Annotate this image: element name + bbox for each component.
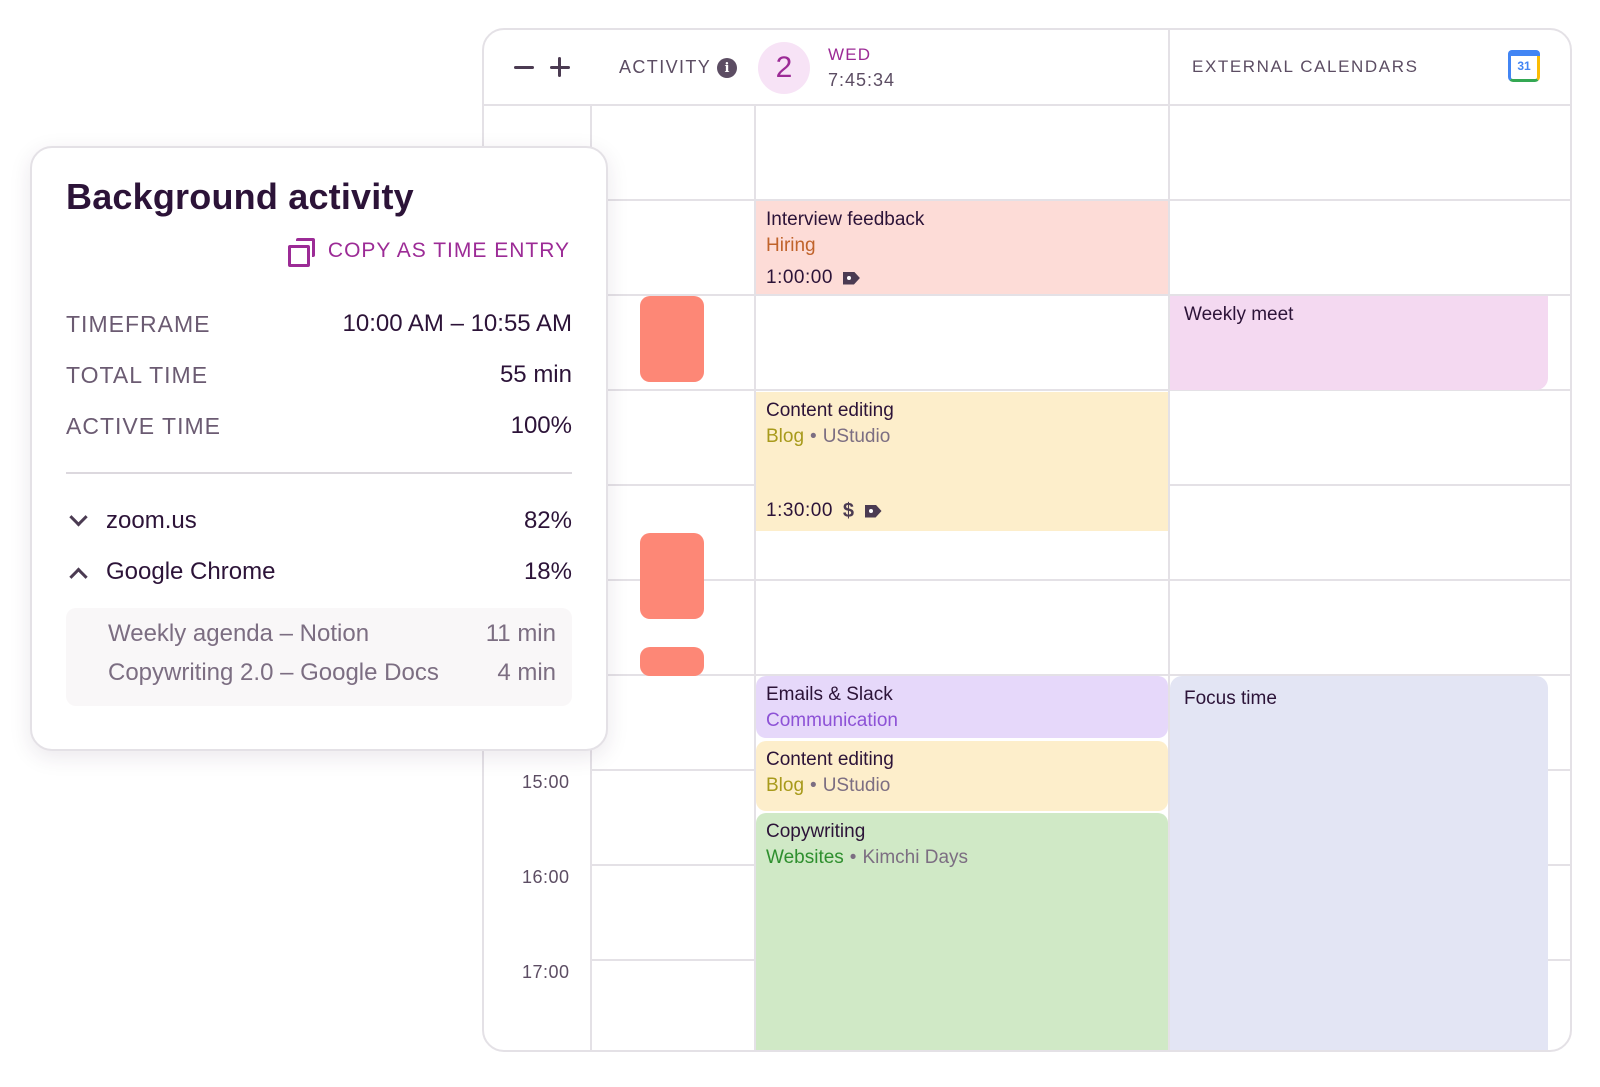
app-row-left: Google Chrome bbox=[66, 558, 275, 586]
time-label: 15:00 bbox=[522, 772, 570, 792]
activity-block[interactable] bbox=[640, 647, 704, 676]
info-icon[interactable]: i bbox=[717, 58, 737, 78]
hour-line bbox=[590, 199, 1570, 201]
entry-project: Communication bbox=[766, 710, 898, 731]
dollar-icon: $ bbox=[842, 500, 855, 522]
hour-line bbox=[590, 294, 1570, 296]
time-entry-copywriting[interactable]: Copywriting Websites • Kimchi Days bbox=[756, 813, 1168, 1050]
app-percent: 18% bbox=[523, 558, 572, 585]
tag-icon bbox=[842, 271, 860, 285]
activity-block[interactable] bbox=[640, 296, 704, 382]
chevron-down-icon[interactable] bbox=[66, 511, 90, 531]
time-entry-content-editing[interactable]: Content editing Blog • UStudio bbox=[756, 741, 1168, 811]
chrome-item-title: Weekly agenda – Notion bbox=[108, 620, 370, 647]
time-label: 17:00 bbox=[522, 962, 570, 982]
time-entry-interview-feedback[interactable]: Interview feedback Hiring 1:00:00 bbox=[756, 201, 1168, 294]
entry-title: Copywriting bbox=[766, 821, 866, 842]
external-event-title: Focus time bbox=[1184, 688, 1277, 709]
hour-line bbox=[590, 674, 1570, 676]
activity-block[interactable] bbox=[640, 533, 704, 619]
stat-label: TIMEFRAME bbox=[66, 310, 211, 337]
day-number-badge[interactable]: 2 bbox=[758, 42, 810, 94]
app-name: zoom.us bbox=[106, 507, 197, 534]
external-event-title: Weekly meet bbox=[1184, 304, 1294, 325]
background-activity-card: Background activity COPY AS TIME ENTRY T… bbox=[30, 146, 608, 751]
entries-column-divider bbox=[1168, 106, 1170, 1050]
day-name: WED bbox=[828, 45, 872, 64]
calendar-header: ACTIVITY i 2 WED 7:45:34 EXTERNAL CALEND… bbox=[484, 30, 1570, 106]
entry-title: Content editing bbox=[766, 749, 894, 770]
tag-icon bbox=[864, 504, 882, 518]
entry-project-line: Websites • Kimchi Days bbox=[766, 845, 1158, 871]
time-label: 16:00 bbox=[522, 867, 570, 887]
entry-project: Hiring bbox=[766, 235, 816, 256]
stat-row-timeframe: TIMEFRAME 10:00 AM – 10:55 AM bbox=[66, 310, 572, 338]
app-row-left: zoom.us bbox=[66, 507, 197, 535]
chevron-up-icon[interactable] bbox=[66, 562, 90, 582]
chrome-item: Weekly agenda – Notion 11 min bbox=[108, 620, 556, 648]
entry-project-line: Blog • UStudio bbox=[766, 424, 1158, 450]
stat-value: 10:00 AM – 10:55 AM bbox=[342, 310, 573, 337]
copy-button-label: COPY AS TIME ENTRY bbox=[327, 239, 570, 262]
external-event-weekly-meet[interactable]: Weekly meet bbox=[1170, 296, 1548, 390]
stat-value: 100% bbox=[510, 412, 572, 439]
app-name: Google Chrome bbox=[106, 558, 276, 585]
time-entry-content-editing[interactable]: Content editing Blog • UStudio 1:30:00 $ bbox=[756, 392, 1168, 531]
entry-duration: 1:00:00 bbox=[766, 267, 833, 288]
external-calendars-title: EXTERNAL CALENDARS bbox=[1192, 57, 1419, 76]
entry-title: Content editing bbox=[766, 400, 894, 421]
entry-project: Websites bbox=[766, 847, 844, 868]
running-clock: 7:45:34 bbox=[828, 70, 896, 90]
copy-icon bbox=[287, 238, 315, 267]
chrome-item-time: 11 min bbox=[485, 620, 556, 647]
time-entry-emails-slack[interactable]: Emails & Slack Communication bbox=[756, 676, 1168, 738]
chrome-item: Copywriting 2.0 – Google Docs 4 min bbox=[108, 659, 556, 687]
stat-label: ACTIVE TIME bbox=[66, 412, 221, 439]
hour-line bbox=[590, 389, 1570, 391]
card-title: Background activity bbox=[66, 176, 414, 217]
app-percent: 82% bbox=[523, 507, 572, 534]
chrome-item-title: Copywriting 2.0 – Google Docs bbox=[108, 659, 439, 686]
entry-client: Kimchi Days bbox=[862, 847, 969, 868]
app-row-zoom[interactable]: zoom.us 82% bbox=[66, 507, 572, 535]
stat-row-active-time: ACTIVE TIME 100% bbox=[66, 412, 572, 440]
external-event-focus-time[interactable]: Focus time bbox=[1170, 676, 1548, 1050]
hour-line bbox=[590, 579, 1570, 581]
entry-meta: 1:30:00 $ bbox=[766, 498, 882, 524]
entry-meta: 1:00:00 bbox=[766, 265, 860, 291]
entry-project: Blog bbox=[766, 775, 805, 796]
entry-client: UStudio bbox=[822, 426, 891, 447]
entry-title: Emails & Slack bbox=[766, 684, 893, 705]
header-divider bbox=[1168, 30, 1170, 104]
zoom-in-icon[interactable] bbox=[548, 50, 572, 84]
entry-duration: 1:30:00 bbox=[766, 500, 833, 521]
separator: • bbox=[810, 775, 817, 796]
chrome-item-time: 4 min bbox=[497, 659, 556, 686]
activity-column-title: ACTIVITY bbox=[619, 57, 712, 77]
copy-as-time-entry-button[interactable]: COPY AS TIME ENTRY bbox=[287, 238, 570, 267]
calendar-panel: ACTIVITY i 2 WED 7:45:34 EXTERNAL CALEND… bbox=[482, 28, 1572, 1052]
card-divider bbox=[66, 472, 572, 474]
stat-label: TOTAL TIME bbox=[66, 361, 209, 388]
stat-row-total-time: TOTAL TIME 55 min bbox=[66, 361, 572, 389]
zoom-out-icon[interactable] bbox=[512, 50, 536, 84]
separator: • bbox=[810, 426, 817, 447]
app-row-google-chrome[interactable]: Google Chrome 18% bbox=[66, 558, 572, 586]
google-calendar-icon[interactable]: 31 bbox=[1508, 50, 1540, 82]
separator: • bbox=[849, 847, 857, 868]
chrome-details-box: Weekly agenda – Notion 11 min Copywritin… bbox=[66, 608, 572, 706]
stat-value: 55 min bbox=[499, 361, 572, 388]
entry-client: UStudio bbox=[822, 775, 891, 796]
entry-title: Interview feedback bbox=[766, 209, 925, 230]
calendar-grid: 15:00 16:00 17:00 Interview feedback Hir… bbox=[484, 106, 1570, 1050]
entry-project: Blog bbox=[766, 426, 805, 447]
entry-project-line: Blog • UStudio bbox=[766, 773, 1158, 799]
activity-column-divider bbox=[754, 106, 756, 1050]
